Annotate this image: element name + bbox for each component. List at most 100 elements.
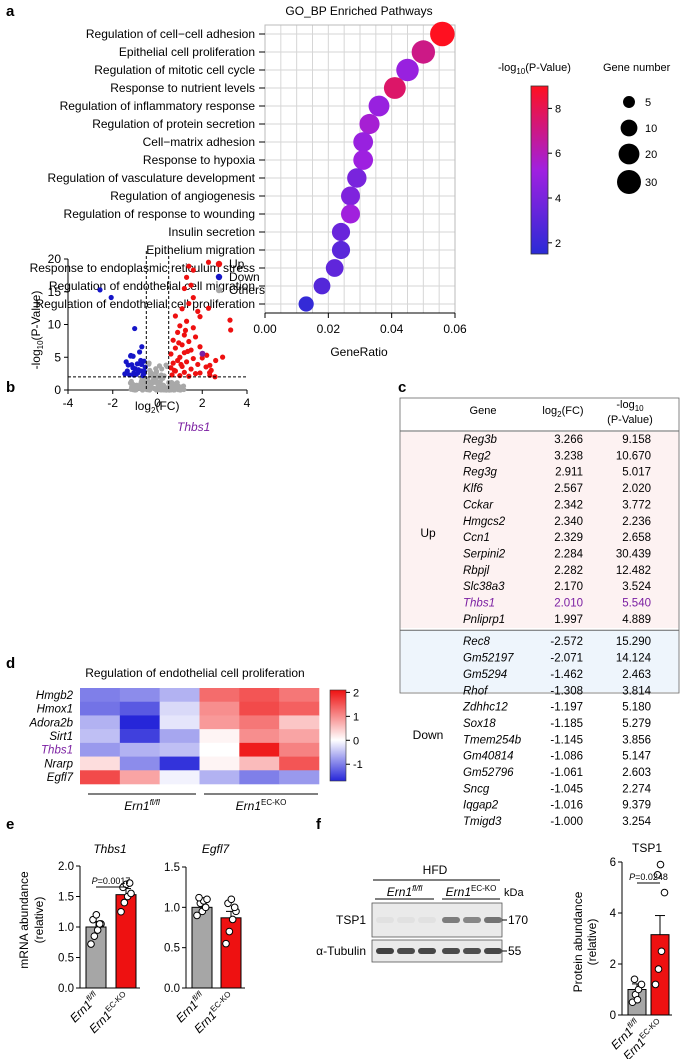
y-tick-label: 0.5 <box>164 943 180 955</box>
heatmap-cell <box>80 715 121 730</box>
volcano-point-up <box>177 372 183 379</box>
table-fc: -1.061 <box>550 767 583 779</box>
table-fc: -1.197 <box>550 702 583 714</box>
volcano-point-down <box>108 294 114 301</box>
heatmap-cell <box>199 701 240 716</box>
y-tick-label: 2 <box>610 959 616 971</box>
pathway-label: Epithelial cell proliferation <box>119 45 255 59</box>
table-p: 3.772 <box>622 499 651 511</box>
chart-a-dots <box>298 21 455 312</box>
table-gene: Thbs1 <box>463 598 495 610</box>
table-fc: 2.329 <box>554 532 583 544</box>
heatmap-cell <box>199 756 240 771</box>
pathway-label: Cell−matrix adhesion <box>143 135 255 149</box>
volcano-point-down <box>135 370 141 376</box>
chart-a-size-legend-title: Gene number <box>603 62 671 74</box>
table-fc: 2.911 <box>555 467 583 479</box>
volcano-point-up <box>228 327 234 333</box>
y-tick-label: 1.5 <box>164 862 180 874</box>
volcano-point-up <box>195 308 201 314</box>
table-group-label: Down <box>413 728 444 742</box>
pathway-label: Response to nutrient levels <box>110 81 255 95</box>
volcano-point-down <box>124 368 130 374</box>
heatmap-gene-label: Egfl7 <box>47 772 74 784</box>
pathway-label: Response to endoplasmic reticulum stress <box>30 261 255 275</box>
heatmap-cell <box>119 742 160 757</box>
volcano-point-down <box>130 365 136 371</box>
table-c-header-fc: log2(FC) <box>542 405 583 419</box>
volcano-point-up <box>188 366 194 372</box>
heatmap-cell <box>279 729 320 744</box>
data-point <box>660 888 669 897</box>
blot-band <box>376 917 394 923</box>
p-value-label: P=0.0017 <box>92 876 131 886</box>
volcano-point-up <box>192 334 199 340</box>
table-fc: -2.572 <box>550 636 583 648</box>
volcano-point-other <box>156 363 163 369</box>
colorbar-tick-label: 2 <box>555 238 561 250</box>
volcano-point-up <box>183 318 190 324</box>
heatmap-gene-label: Adora2b <box>29 717 74 729</box>
volcano-point-up <box>190 267 196 273</box>
table-p: 3.524 <box>622 581 651 593</box>
data-point <box>120 898 129 907</box>
volcano-point-up <box>183 359 190 365</box>
table-gene: Ccn1 <box>463 532 490 544</box>
table-gene: Rbpjl <box>463 565 490 577</box>
blot-row-label: α-Tubulin <box>316 944 366 958</box>
volcano-point-up <box>195 361 201 368</box>
table-gene: Tmigd3 <box>463 816 502 828</box>
legend-label: Others <box>229 283 265 297</box>
table-fc: -1.016 <box>550 800 583 812</box>
volcano-point-up <box>205 305 212 311</box>
y-tick-label: 20 <box>48 252 62 266</box>
table-fc: 2.282 <box>554 565 583 577</box>
table-fc: 3.266 <box>554 434 583 446</box>
pathway-dot <box>359 113 380 135</box>
table-p: 5.279 <box>622 718 651 730</box>
volcano-point-down <box>130 353 136 359</box>
panel-d: d Regulation of endothelial cell prolife… <box>6 655 363 813</box>
panel-label-a: a <box>6 3 15 20</box>
table-group-label: Up <box>420 526 436 540</box>
colorbar-tick-label: 1 <box>353 711 359 723</box>
heatmap-group-label: Ern1fl/fl <box>124 798 160 813</box>
colorbar-tick-label: 6 <box>555 148 561 160</box>
volcano-point-up <box>203 364 209 370</box>
data-point <box>87 940 95 948</box>
volcano-point-up <box>197 370 203 376</box>
size-legend-dot <box>623 96 635 108</box>
volcano-point-up <box>177 323 183 329</box>
heatmap-cell <box>279 756 320 771</box>
table-p: 9.379 <box>622 800 651 812</box>
volcano-point-other <box>153 380 160 386</box>
x-tick-label: -4 <box>63 396 74 410</box>
table-p: 2.603 <box>622 767 651 779</box>
pathway-dot <box>340 186 361 206</box>
table-p: 2.236 <box>622 516 651 528</box>
chart-a-xticks: 0.00 0.02 0.04 0.06 <box>253 312 467 336</box>
heatmap-cell <box>199 715 240 730</box>
volcano-point-other <box>146 361 152 367</box>
volcano-point-other <box>147 387 153 393</box>
table-fc: 2.340 <box>554 516 583 528</box>
blot-band <box>418 917 436 923</box>
pathway-dot <box>325 259 344 277</box>
table-fc: -1.308 <box>550 685 583 697</box>
volcano-point-other <box>154 374 160 380</box>
data-point <box>127 889 135 898</box>
pathway-dot <box>368 95 390 117</box>
pathway-dot <box>383 77 406 99</box>
blot-band <box>442 917 460 923</box>
heatmap-cell <box>279 701 320 716</box>
chart-b-ylabel: -log10(P-Value) <box>29 291 45 370</box>
volcano-point-down <box>139 344 145 350</box>
data-point <box>230 903 239 912</box>
blot-band <box>418 948 436 954</box>
size-legend-dot <box>620 119 638 137</box>
x-tick-label: 0.04 <box>380 322 404 336</box>
pathway-label: Regulation of vasculature development <box>48 171 256 185</box>
data-point <box>227 895 236 904</box>
volcano-point-down <box>138 361 144 368</box>
